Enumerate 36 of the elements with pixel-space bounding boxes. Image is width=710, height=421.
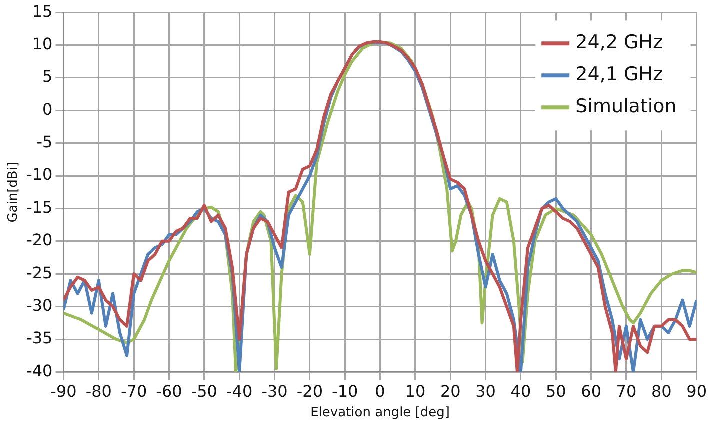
x-tick-label: -90 <box>50 382 77 401</box>
legend-label: Simulation <box>576 96 677 118</box>
y-tick-label: 0 <box>42 100 53 119</box>
x-tick-label: -20 <box>296 382 324 401</box>
legend-label: 24,1 GHz <box>576 64 663 86</box>
x-tick-label: 70 <box>616 382 637 401</box>
x-tick-label: -80 <box>86 382 112 401</box>
x-tick-label: -30 <box>262 382 288 401</box>
y-tick-label: 5 <box>42 67 53 86</box>
x-tick-label: 0 <box>375 382 386 401</box>
x-tick-label: 40 <box>510 382 532 401</box>
y-tick-label: -35 <box>26 328 53 348</box>
y-tick-label: -25 <box>26 263 53 282</box>
x-tick-label: -10 <box>332 382 358 401</box>
x-tick-label: 60 <box>581 382 602 401</box>
x-tick-label: 20 <box>440 382 461 401</box>
x-tick-label: 80 <box>651 382 672 401</box>
x-axis-title: Elevation angle [deg] <box>310 406 450 421</box>
y-tick-label: -20 <box>26 230 53 250</box>
x-tick-label: -60 <box>156 382 182 401</box>
y-tick-label: -40 <box>26 361 53 380</box>
x-tick-label: -40 <box>226 382 253 401</box>
x-tick-label: 90 <box>686 382 707 401</box>
y-tick-label: 15 <box>32 2 53 21</box>
y-axis-title: Gain[dBi] <box>6 162 22 223</box>
y-tick-label: -10 <box>26 165 53 184</box>
legend-label: 24,2 GHz <box>576 32 663 54</box>
y-tick-label: -30 <box>26 296 53 315</box>
x-tick-label: -70 <box>121 382 148 401</box>
x-tick-label: 10 <box>405 382 426 401</box>
x-tick-label: 30 <box>476 382 496 401</box>
y-tick-label: -5 <box>36 132 53 152</box>
x-tick-label: 50 <box>546 382 566 401</box>
y-tick-label: -15 <box>26 198 53 217</box>
y-tick-label: 10 <box>32 34 53 54</box>
x-tick-label: -50 <box>191 382 218 401</box>
